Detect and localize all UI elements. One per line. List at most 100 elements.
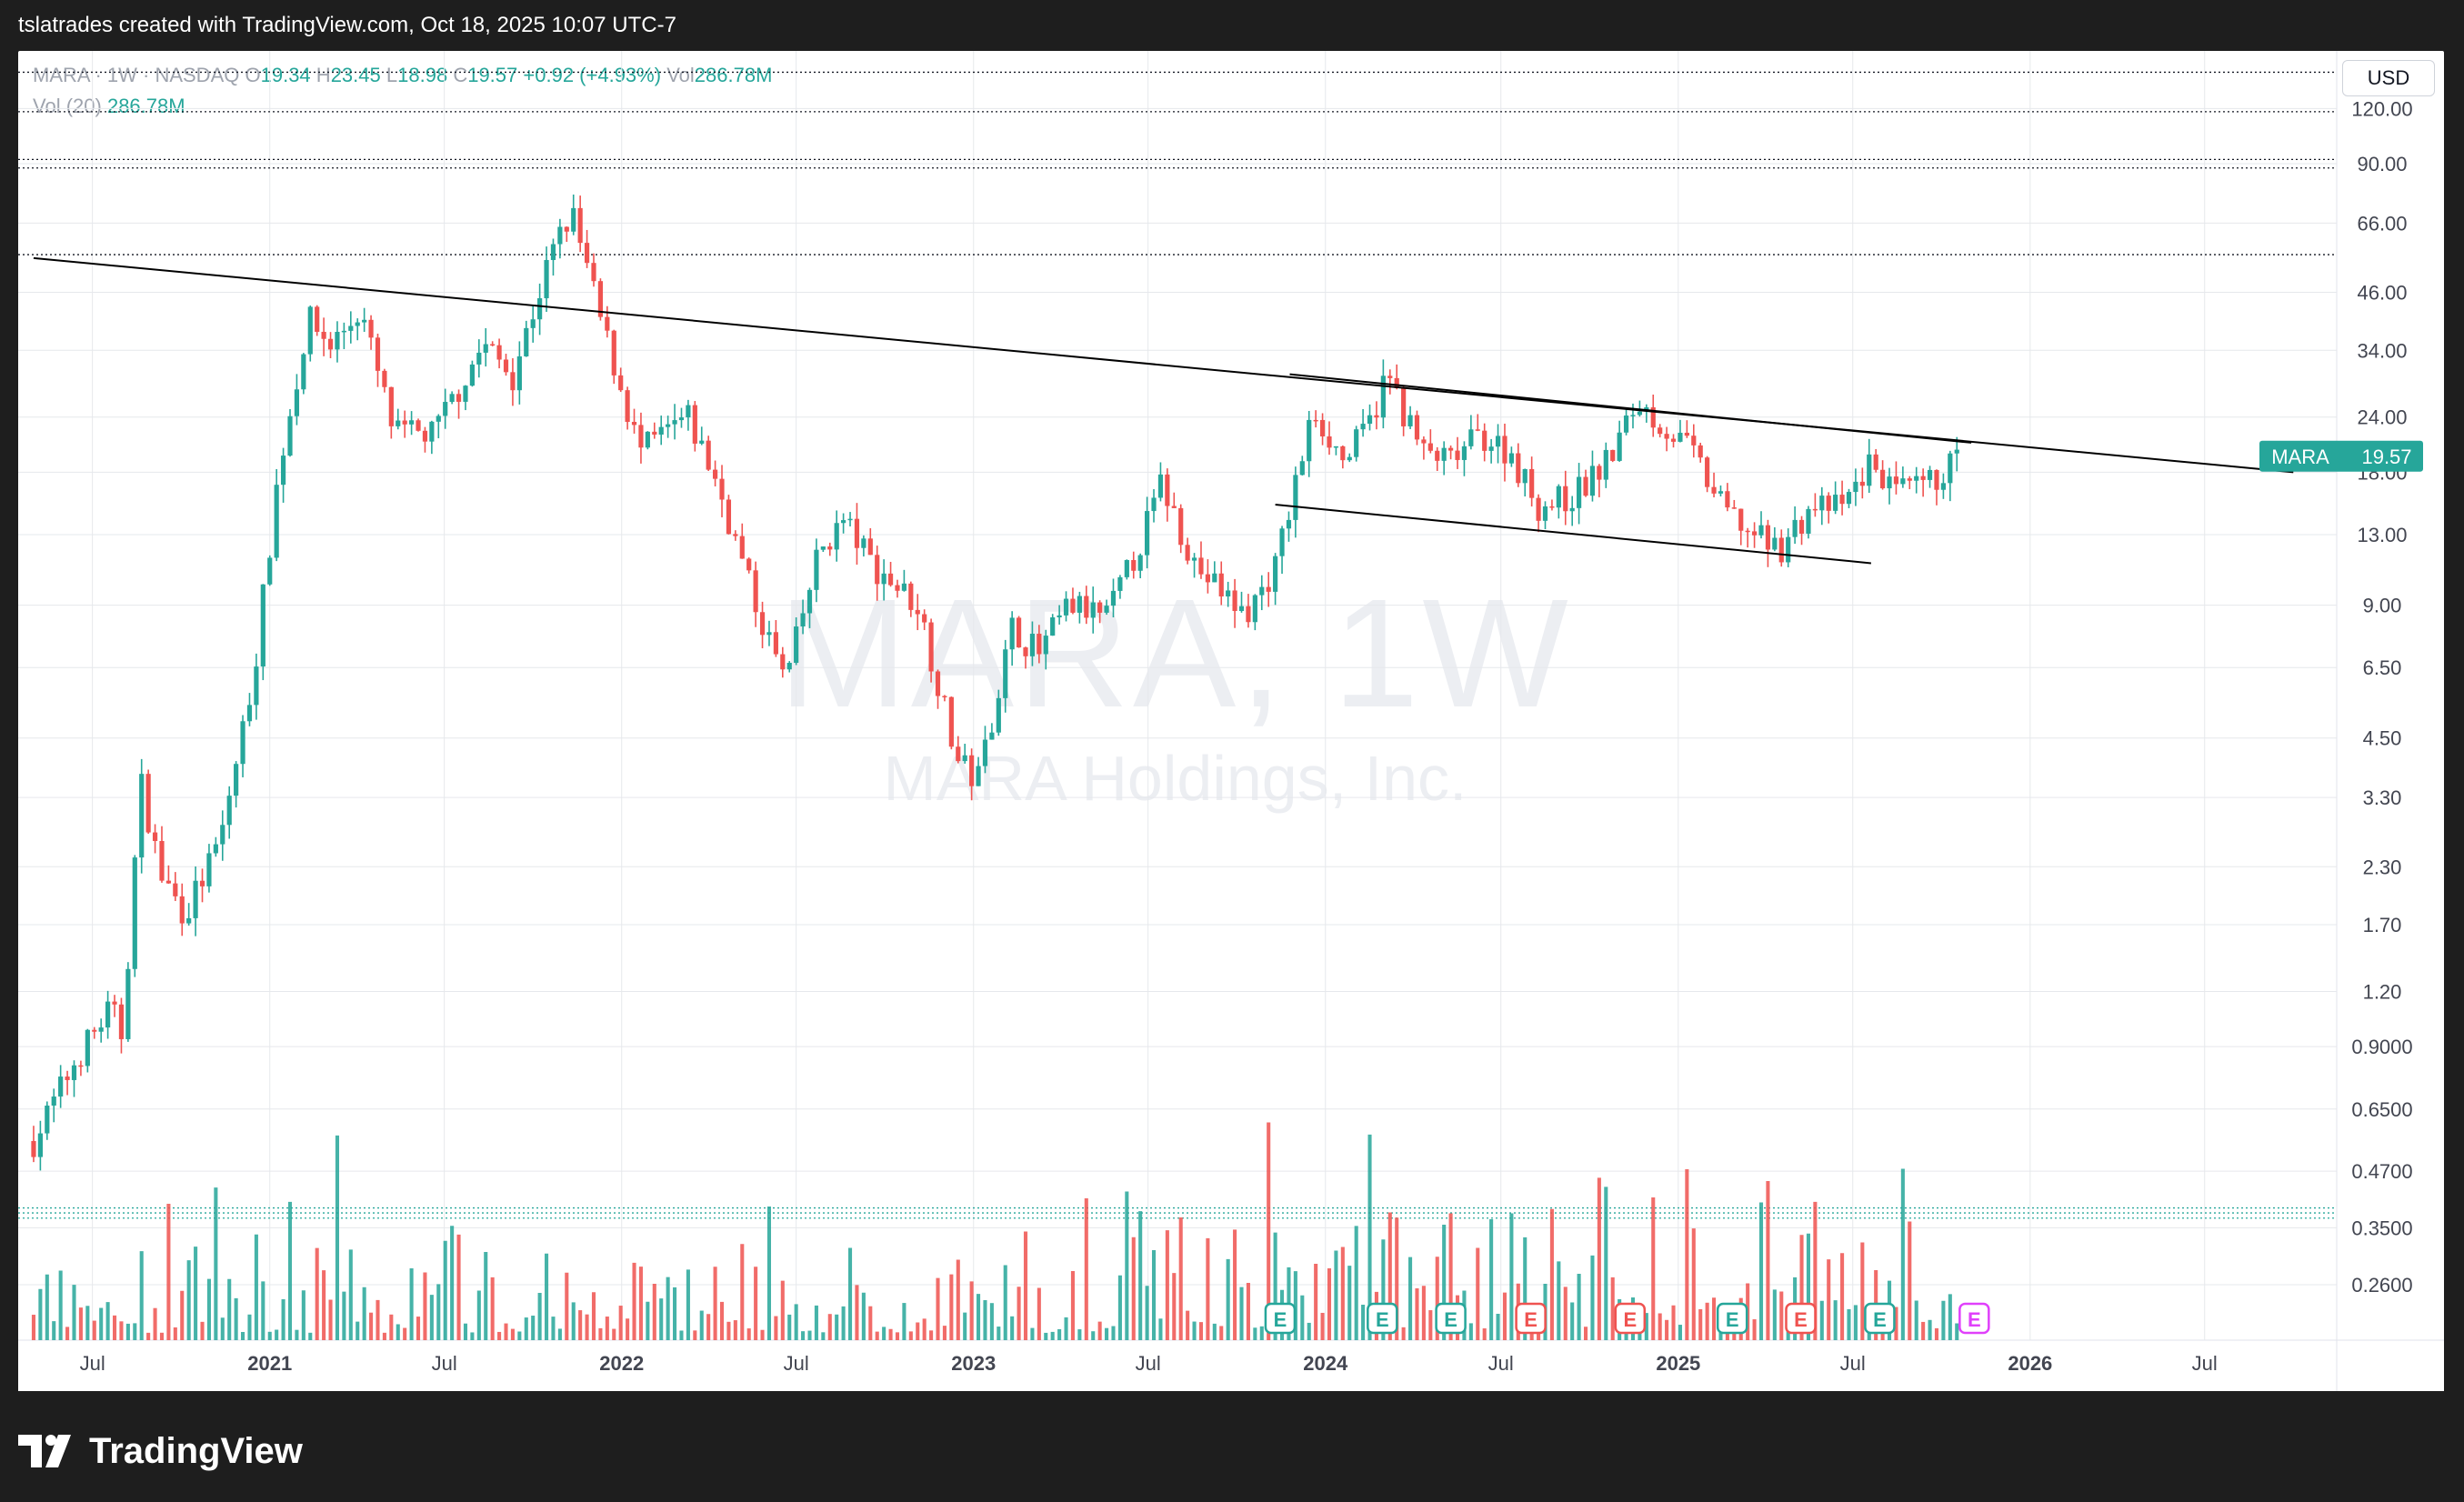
candle-body [1394,377,1399,388]
candle-body [948,696,954,747]
candle-body [1407,415,1413,426]
candle-body [112,1001,117,1005]
candle-body [1070,598,1076,613]
candle-body [1536,497,1541,521]
candle-body [335,331,340,350]
price-chart-svg[interactable]: 120.0090.0066.0046.0034.0024.0018.0013.0… [18,51,2444,1391]
candle-body [1812,508,1818,511]
candle-body [1529,468,1535,498]
candle-body [915,609,920,615]
candle-body [1920,476,1926,480]
candle-body [1117,576,1123,591]
price-tick-label: 90.00 [2357,153,2407,175]
time-tick-label: Jul [784,1352,809,1375]
earnings-marker [1958,1302,1990,1335]
candle-body [287,416,293,456]
candle-body [1124,559,1129,577]
candle-body [1597,466,1602,480]
candle-body [989,732,995,740]
candle-body [362,319,367,323]
candle-body [429,421,435,442]
candle-body [341,330,346,333]
time-tick-label: 2021 [247,1352,292,1375]
candle-body [887,573,894,586]
candle-body [199,880,205,886]
price-tick-label: 0.4700 [2351,1160,2412,1183]
candle-body [375,337,381,371]
candle-body [881,573,886,585]
candle-body [1299,461,1305,476]
currency-button[interactable]: USD [2342,60,2435,96]
candle-body [469,364,475,386]
candle-body [1104,606,1109,613]
candle-body [854,518,860,548]
legend-low-label: L [386,64,398,86]
earnings-marker [1515,1302,1547,1335]
candle-body [1718,491,1724,494]
candle-body [1954,449,1959,454]
legend-vol-label: Vol [666,64,695,86]
candle-body [315,306,320,332]
time-axis-background [18,1340,2444,1391]
candle-body [1266,586,1271,592]
chart-credit: tslatrades created with TradingView.com,… [18,13,676,37]
candle-body [368,319,374,338]
earnings-marker [1785,1302,1817,1335]
candle-body [220,825,225,845]
candle-body [1798,519,1805,534]
last-price-symbol: MARA [2271,446,2329,468]
chart-panel[interactable]: MARA, 1W MARA Holdings, Inc. MARA · 1W ·… [18,51,2444,1391]
candle-body [875,555,880,585]
price-tick-label: 120.00 [2351,97,2412,120]
candle-body [1401,387,1407,426]
candle-body [1313,419,1318,422]
candle-body [780,654,786,670]
candle-body [139,774,145,858]
candle-body [1610,449,1616,461]
candle-body [1853,481,1858,493]
candle-body [1508,453,1514,464]
volume-bars [31,1122,1959,1340]
candle-body [301,354,306,390]
candle-body [388,386,394,426]
candle-body [1522,468,1527,484]
candle-body [712,469,718,479]
candle-body [564,226,569,232]
time-tick-label: 2026 [2008,1352,2052,1375]
candle-body [1516,453,1521,484]
candle-body [280,456,286,486]
candle-body [1792,519,1798,537]
candle-body [246,705,253,722]
candle-body [1569,507,1575,512]
candle-body [719,478,725,500]
candle-body [1778,537,1784,563]
candle-body [483,344,488,353]
candle-body [969,755,975,786]
footer: TradingView [18,1424,303,1478]
candle-body [179,896,185,924]
price-tick-label: 1.70 [2363,914,2402,936]
legend-vol: 286.78M [694,64,773,86]
candle-body [1165,474,1170,506]
price-tick-label: 0.2600 [2351,1274,2412,1297]
candle-body [1549,506,1555,508]
candle-body [1205,574,1210,583]
candle-body [1084,596,1089,618]
candle-body [416,420,421,431]
candle-body [1461,446,1467,460]
candle-body [1178,507,1184,546]
earnings-marker [1614,1302,1647,1335]
candle-body [1556,486,1561,508]
candle-body [1670,438,1677,442]
candle-body [1482,430,1487,451]
candle-body [173,883,178,896]
candle-body [841,520,846,524]
candle-body [1738,508,1744,531]
candle-body [1826,496,1831,511]
candle-body [206,853,212,886]
candle-body [1563,486,1568,512]
candle-body [1232,590,1237,612]
price-tick-label: 2.30 [2363,856,2402,878]
candle-body [1340,446,1346,461]
price-tick-label: 46.00 [2357,282,2407,305]
